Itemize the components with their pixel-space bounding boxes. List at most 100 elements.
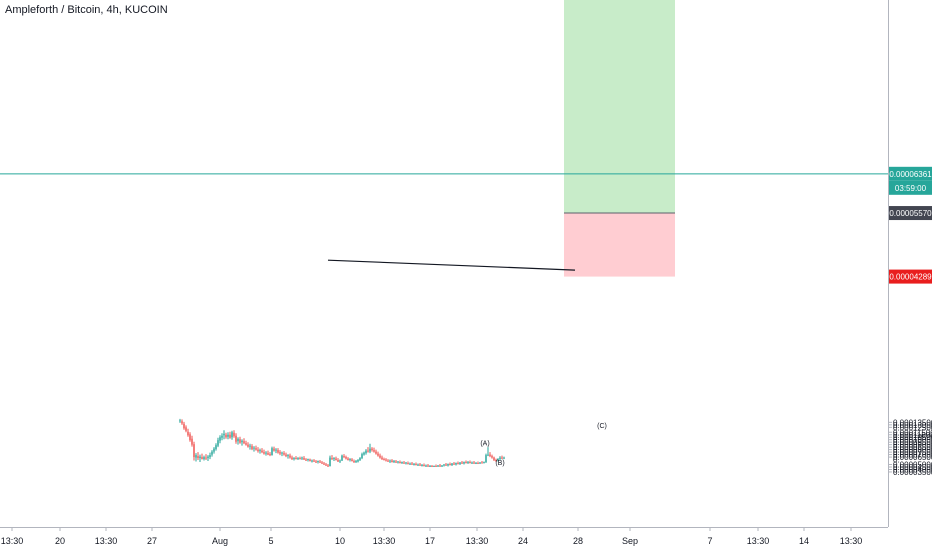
candle-body: [285, 454, 287, 457]
candle: [209, 452, 211, 460]
x-tick-label: 10: [335, 536, 345, 546]
candle-body: [179, 420, 181, 422]
wave-label: (A): [480, 441, 489, 448]
candle: [207, 455, 209, 462]
candle-body: [429, 466, 431, 468]
candle-body: [447, 464, 449, 466]
candle-body: [479, 462, 481, 464]
candle-body: [481, 462, 483, 464]
candle: [417, 463, 419, 467]
candle-body: [185, 427, 187, 431]
candle: [303, 456, 305, 461]
candle-body: [361, 454, 363, 459]
candle: [377, 451, 379, 457]
candle-body: [223, 433, 225, 436]
candle: [241, 439, 243, 446]
candle: [429, 465, 431, 468]
candle: [459, 462, 461, 466]
candle-body: [325, 464, 327, 466]
candle: [235, 433, 237, 444]
candle-body: [267, 453, 269, 455]
candle: [319, 460, 321, 464]
candle-body: [271, 448, 273, 456]
candle: [189, 432, 191, 442]
candle-body: [439, 465, 441, 467]
x-tick-label: Sep: [622, 536, 638, 546]
entry-price-badge-group: 0.00005570: [889, 206, 932, 221]
candle: [195, 453, 197, 462]
candle-body: [205, 457, 207, 459]
candle-body: [231, 432, 233, 438]
candle: [257, 447, 259, 453]
candle: [387, 459, 389, 463]
candle-body: [379, 455, 381, 458]
candle: [501, 455, 503, 460]
candle-body: [495, 460, 497, 462]
candle: [341, 454, 343, 462]
candle-body: [497, 459, 499, 461]
candle-body: [415, 464, 417, 466]
candle-body: [449, 464, 451, 466]
candle: [309, 458, 311, 462]
symbol-name: Ampleforth / Bitcoin: [5, 4, 101, 16]
candle: [413, 463, 415, 466]
candle: [237, 437, 239, 445]
candle: [201, 453, 203, 460]
candle-body: [393, 461, 395, 463]
candle-body: [219, 437, 221, 441]
candle: [463, 461, 465, 465]
candle-body: [269, 454, 271, 456]
candle-body: [427, 465, 429, 467]
candle-body: [297, 458, 299, 460]
candle-body: [375, 451, 377, 454]
candle-body: [319, 461, 321, 463]
x-tick-label: 13:30: [466, 536, 489, 546]
y-axis-ticks: 0.000135000.000130000.000125000.00011500…: [888, 418, 932, 477]
candle-body: [195, 455, 197, 458]
candle-body: [199, 456, 201, 459]
candle: [487, 447, 489, 457]
candle: [281, 451, 283, 457]
candle-body: [475, 463, 477, 465]
candle: [337, 458, 339, 463]
candle: [353, 459, 355, 464]
candle: [465, 460, 467, 464]
candle-body: [397, 461, 399, 463]
y-tick-label: 0.00013500: [893, 418, 932, 427]
candle: [415, 462, 417, 466]
candle: [215, 443, 217, 451]
candle: [223, 430, 225, 440]
stop-price-badge-label: 0.00004289: [889, 273, 932, 282]
candle: [359, 457, 361, 462]
candle: [183, 421, 185, 430]
candle: [261, 448, 263, 454]
title-separator-2: ,: [118, 4, 125, 16]
candle-body: [247, 444, 249, 447]
candle: [199, 454, 201, 463]
candle-body: [357, 460, 359, 462]
candle-body: [473, 462, 475, 464]
candle-body: [387, 460, 389, 462]
candle-body: [309, 459, 311, 462]
candle: [283, 451, 285, 456]
candle-body: [239, 439, 241, 443]
candle: [357, 459, 359, 463]
y-tick-label: 0.00004500: [893, 463, 932, 472]
candle-body: [363, 452, 365, 455]
candle-body: [211, 451, 213, 455]
candle-body: [273, 448, 275, 451]
wave-label: (C): [597, 423, 607, 430]
candle: [449, 462, 451, 466]
candle: [187, 428, 189, 437]
candle: [297, 457, 299, 461]
candle-body: [191, 438, 193, 445]
candle-body: [499, 457, 501, 460]
candle: [333, 457, 335, 462]
candle-body: [237, 438, 239, 442]
candle: [293, 457, 295, 461]
y-tick-label: 0.00012500: [893, 423, 932, 432]
candle: [313, 459, 315, 463]
x-tick-label: 24: [518, 536, 528, 546]
y-tick-label: 0.00008500: [893, 443, 932, 452]
